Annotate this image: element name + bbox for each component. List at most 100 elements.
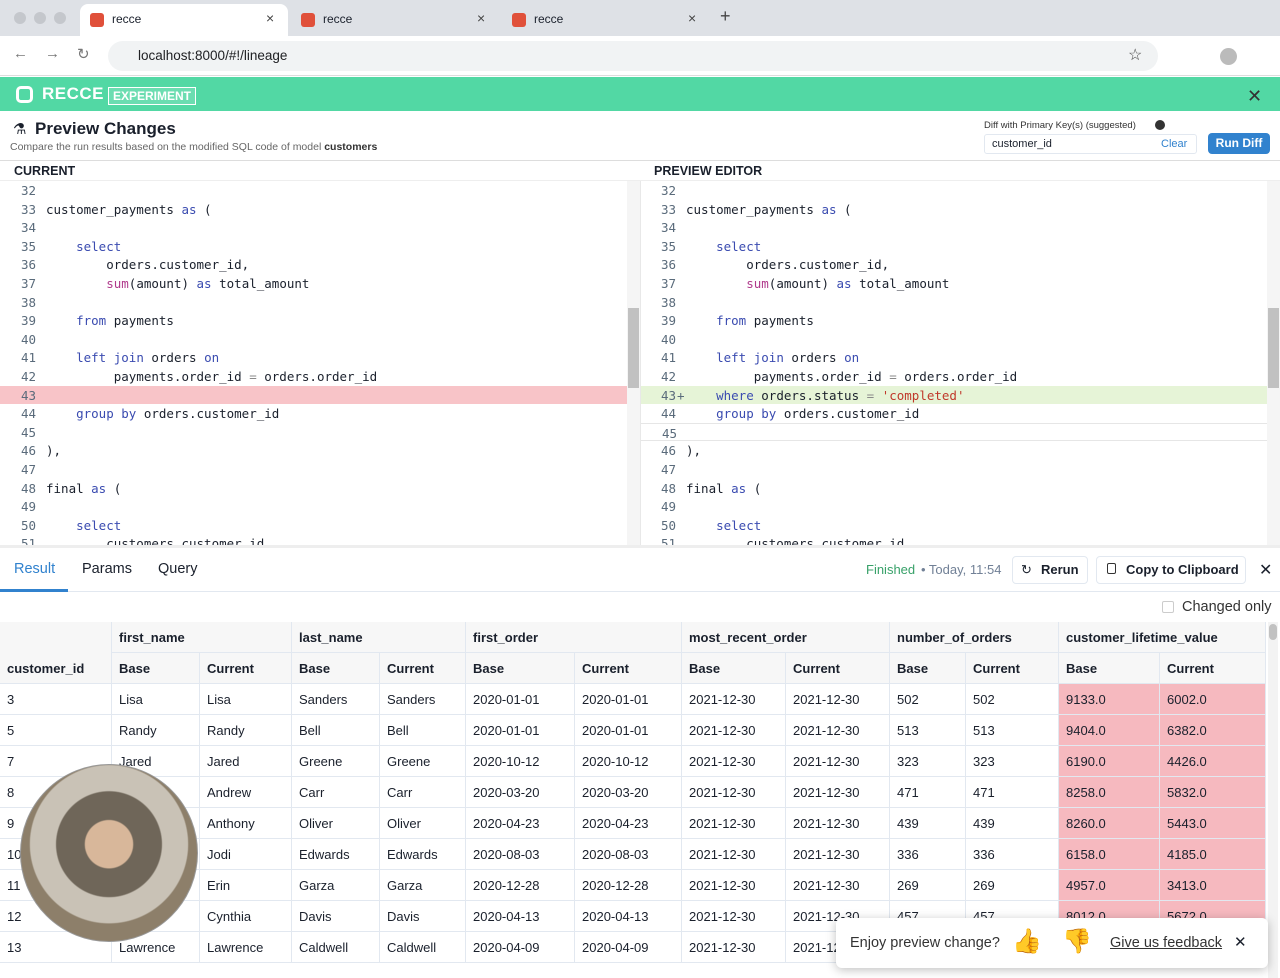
thumbs-up[interactable]: 👍 — [1012, 928, 1042, 955]
table-cell-text: 502 — [897, 691, 919, 707]
rerun-button[interactable]: ↻ Rerun — [1012, 556, 1088, 584]
clear-button[interactable]: Clear — [1161, 138, 1188, 150]
copy-button[interactable]: Copy to Clipboard — [1096, 556, 1246, 584]
table-cell: 9404.0 — [1059, 715, 1160, 746]
code-text: select — [716, 238, 762, 254]
line-number: 32 — [660, 183, 676, 198]
address-bar[interactable]: localhost:8000/#!/lineage ☆ — [108, 41, 1158, 71]
table-cell: Lawrence — [112, 932, 200, 963]
changed-only-checkbox[interactable] — [1162, 601, 1174, 613]
table-cell-text: Greene — [387, 753, 431, 769]
close-banner[interactable]: ✕ — [1247, 86, 1263, 106]
code-line: 34 — [640, 218, 1280, 237]
table-cell: 8258.0 — [1059, 777, 1160, 808]
sub-header: Base — [112, 653, 200, 684]
line-number: 48 — [20, 480, 36, 496]
table-cell-text: Erin — [207, 877, 231, 893]
browser-tab[interactable]: recce × — [502, 4, 710, 36]
table-cell: Jared — [200, 746, 292, 777]
table-cell: Sanders — [380, 684, 466, 715]
flask-icon: ⚗ — [13, 121, 27, 138]
result-tab[interactable]: Params — [82, 561, 132, 577]
new-tab[interactable]: + — [720, 6, 731, 26]
table-cell: Randy — [112, 715, 200, 746]
code-line: 37 sum(amount) as total_amount — [0, 274, 640, 293]
table-cell: Andrew — [200, 777, 292, 808]
tab-close: × — [266, 10, 275, 26]
table-cell: 439 — [890, 808, 966, 839]
pk-input[interactable]: customer_id Clear — [984, 134, 1197, 154]
close-results[interactable]: ✕ — [1259, 562, 1273, 579]
code-line: 37 sum(amount) as total_amount — [640, 274, 1280, 293]
browser-tab[interactable]: recce × — [80, 4, 288, 36]
run-diff-button[interactable]: Run Diff — [1208, 133, 1270, 154]
tab-icon — [301, 13, 315, 27]
code-line: 35 select — [640, 237, 1280, 256]
table-cell: 2021-12-30 — [786, 684, 890, 715]
model-name: customers — [324, 141, 378, 153]
code-line: 39 from payments — [0, 311, 640, 330]
editor: 32 33 customer_payments as (34 35 select 36 … — [0, 181, 640, 545]
result-tab[interactable]: Query — [158, 561, 198, 577]
sub-header-text: Base — [473, 660, 505, 676]
group-header-text: most_recent_order — [689, 629, 807, 645]
table-cell: 9133.0 — [1059, 684, 1160, 715]
table-cell-text: 4185.0 — [1167, 846, 1207, 862]
code-line: 49 — [0, 497, 640, 516]
table-cell: 2021-12-30 — [786, 870, 890, 901]
sub-header: Current — [966, 653, 1059, 684]
header-band — [0, 622, 1266, 684]
table-cell-text: Sanders — [387, 691, 436, 707]
feedback-link[interactable]: Give us feedback — [1110, 935, 1223, 951]
code-line: 34 — [0, 218, 640, 237]
table-cell: Davis — [380, 901, 466, 932]
table-cell-text: 2020-08-03 — [473, 846, 540, 862]
table-cell-text: 9404.0 — [1066, 722, 1106, 738]
table-cell-text: 2020-01-01 — [473, 691, 540, 707]
line-number: 46 — [20, 443, 36, 459]
table-cell: 2020-10-12 — [575, 746, 682, 777]
line-number: 43 — [660, 387, 676, 403]
code-text: ), — [46, 443, 62, 459]
code-text: final as ( — [686, 480, 762, 496]
table-cell: 4185.0 — [1160, 839, 1266, 870]
close-feedback[interactable]: ✕ — [1234, 934, 1247, 951]
line-number: 41 — [660, 350, 676, 366]
table-cell-text: 2021-12-30 — [689, 939, 756, 955]
nav-button[interactable]: ← — [13, 45, 28, 62]
group-header: most_recent_order — [682, 622, 890, 653]
table-cell-text: 323 — [897, 753, 919, 769]
nav-button[interactable]: → — [45, 45, 60, 62]
table-cell-text: 2020-04-13 — [582, 908, 649, 924]
table-cell-text: 2021-12-30 — [689, 784, 756, 800]
rerun-label: Rerun — [1041, 562, 1079, 577]
table-cell-text: 2021-12-30 — [793, 877, 860, 893]
thumbs-down[interactable]: 👎 — [1062, 928, 1092, 955]
table-cell: 2021-12-30 — [682, 777, 786, 808]
result-tab[interactable]: Result — [14, 561, 56, 577]
table-cell: 5 — [0, 715, 112, 746]
table-cell-text: 4957.0 — [1066, 877, 1106, 893]
table-cell: 513 — [966, 715, 1059, 746]
line-number: 39 — [20, 313, 36, 329]
table-cell: 269 — [890, 870, 966, 901]
sub-header: Base — [292, 653, 380, 684]
table-cell-text: 2020-01-01 — [473, 722, 540, 738]
bookmark-star: ☆ — [1128, 47, 1143, 64]
tab-title: recce — [323, 12, 353, 26]
code-line: 40 — [640, 330, 1280, 349]
table-cell: 2020-03-20 — [575, 777, 682, 808]
table-cell: 502 — [966, 684, 1059, 715]
code-line: 32 — [640, 181, 1280, 200]
code-line: 50 select — [640, 516, 1280, 535]
code-line: 46), — [0, 441, 640, 460]
table-cell: Caldwell — [380, 932, 466, 963]
table-cell: Davis — [292, 901, 380, 932]
nav-button[interactable]: ↻ — [77, 46, 90, 63]
table-cell: Cynthia — [200, 901, 292, 932]
code-line: 32 — [0, 181, 640, 200]
table-cell-text: 5832.0 — [1167, 784, 1207, 800]
table-cell-text: 2020-04-13 — [473, 908, 540, 924]
browser-tab[interactable]: recce × — [291, 4, 499, 36]
code-text: payments.order_id = orders.order_id — [46, 369, 378, 384]
